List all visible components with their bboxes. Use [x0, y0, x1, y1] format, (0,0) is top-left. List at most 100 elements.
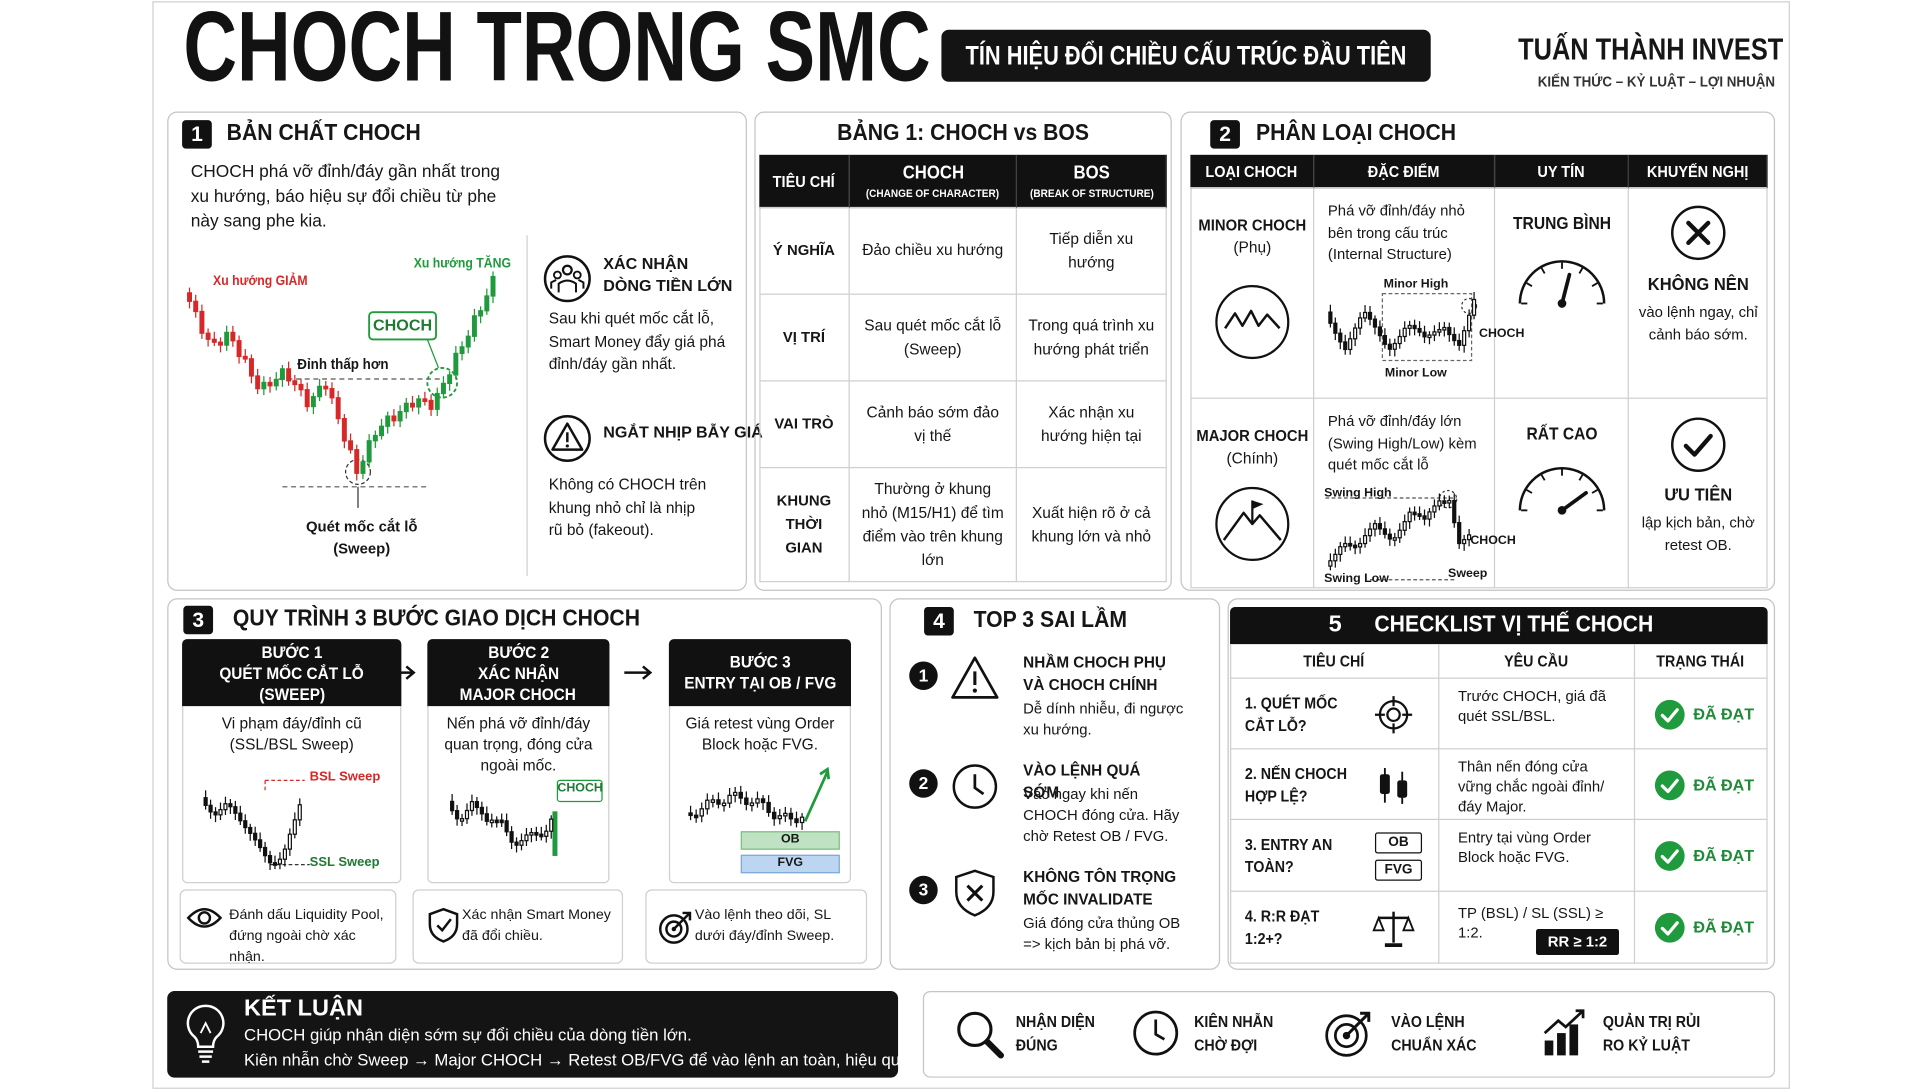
- gauge-medium: [1518, 260, 1606, 308]
- choch-type: MINOR CHOCH: [1198, 215, 1307, 235]
- table-cell: [1495, 398, 1629, 589]
- header-sub: (BREAK OF STRUCTURE): [1029, 187, 1154, 200]
- chart-label: Sweep: [1448, 567, 1488, 581]
- mistake-title: VÀO LỆNH QUÁ SỚM: [1023, 760, 1141, 802]
- step-title: QUÉT MỐC CẮT LỖ: [219, 663, 364, 682]
- zone-badge: OB: [1374, 832, 1423, 854]
- status-check: [1654, 769, 1685, 800]
- chart-label: Swing High: [1324, 486, 1392, 501]
- table-cell: Tiếp diễn xu hướng: [1016, 208, 1167, 295]
- main-title: CHOCH TRONG SMC: [183, 0, 931, 102]
- fvg-zone: [740, 854, 840, 874]
- ssl-label: SSL Sweep: [309, 854, 380, 870]
- advice-text: vào lệnh ngay, chỉ cảnh báo sớm.: [1638, 303, 1758, 344]
- status: ĐÃ ĐẠT: [1693, 846, 1755, 865]
- cell-text: Thường ở khung nhỏ (M15/H1) để tìm điểm …: [861, 480, 1004, 568]
- mistake-title: KHÔNG TÔN TRỌNG MỐC INVALIDATE: [1023, 867, 1177, 908]
- table-cell: VAI TRÒ: [759, 381, 850, 469]
- choch-type: MAJOR CHOCH: [1196, 426, 1309, 445]
- minor-chart: [1328, 292, 1478, 362]
- arrow: [624, 665, 653, 680]
- row-label: VỊ TRÍ: [782, 328, 825, 346]
- table-cell: [1635, 820, 1768, 892]
- rr-badge: RR ≥ 1:2: [1536, 929, 1619, 956]
- step-text: Nến phá vỡ đỉnh/đáy quan trọng, đóng cửa…: [444, 714, 593, 775]
- choch-type-sub: (Phụ): [1233, 239, 1272, 257]
- arrow: [387, 665, 416, 680]
- header-label: TIÊU CHÍ: [772, 171, 835, 191]
- table-cell: [1230, 749, 1440, 821]
- section-title: BẢN CHẤT CHOCH: [226, 120, 421, 147]
- requirement: TP (BSL) / SL (SSL) ≥ 1:2.: [1457, 904, 1604, 942]
- criterion-wrap: 3. ENTRY AN TOÀN?: [1245, 820, 1369, 892]
- chart-label: CHOCH: [1470, 533, 1516, 548]
- table-cell: Xác nhận xu hướng hiện tại: [1016, 381, 1167, 469]
- status: ĐÃ ĐẠT: [1693, 917, 1755, 937]
- table-header-cell: CHOCH (CHANGE OF CHARACTER): [849, 154, 1017, 209]
- section-number: 5: [1328, 611, 1342, 638]
- header-label: BOS: [1073, 162, 1110, 184]
- brand: TUẤN THÀNH INVEST: [1518, 32, 1784, 67]
- point-text: Không có CHOCH trên khung nhỏ chỉ là nhị…: [548, 475, 707, 539]
- table-cell: [1635, 678, 1768, 750]
- table-cell: KHUNG THỜI GIAN: [759, 468, 850, 583]
- cell-text: Sau quét mốc cắt lỗ (Sweep): [864, 316, 1002, 358]
- icon-yes: [1671, 417, 1726, 472]
- section-number: 2: [1210, 120, 1240, 149]
- note-box: [179, 889, 397, 964]
- icon-trap: [543, 414, 591, 463]
- header-label: ĐẶC ĐIỂM: [1368, 161, 1440, 181]
- status-check: [1654, 912, 1685, 943]
- table-cell: VỊ TRÍ: [759, 294, 850, 382]
- note-box: [645, 889, 868, 964]
- header-label: UY TÍN: [1537, 161, 1586, 181]
- step-title: BƯỚC 3: [729, 652, 791, 672]
- choch-label: CHOCH: [557, 781, 603, 796]
- table-header-cell: UY TÍN: [1495, 154, 1629, 189]
- criterion-icon: [1379, 767, 1408, 804]
- conclusion-title: KẾT LUẬN: [244, 995, 364, 1022]
- table-cell: [1230, 891, 1440, 964]
- fvg-label: FVG: [777, 855, 804, 870]
- label-uptrend: Xu hướng TĂNG: [413, 256, 512, 272]
- tagline: KIẾN THỨC – KỶ LUẬT – LỢI NHUẬN: [1537, 73, 1776, 91]
- table-cell: [1495, 188, 1629, 399]
- step-header: BƯỚC 3 ENTRY TẠI OB / FVG: [668, 639, 851, 707]
- requirement: Trước CHOCH, giá đã quét SSL/BSL.: [1457, 687, 1606, 725]
- criterion: 2. NẾN CHOCH HỢP LỆ?: [1244, 764, 1348, 805]
- checklist-header: 5 CHECKLIST VỊ THẾ CHOCH: [1230, 606, 1768, 645]
- header-label: KHUYẾN NGHỊ: [1646, 161, 1749, 181]
- table-cell: [1230, 820, 1440, 892]
- conclusion-line: CHOCH giúp nhận diện sớm sự đổi chiều củ…: [244, 1025, 692, 1045]
- table-header-cell: KHUYẾN NGHỊ: [1628, 154, 1768, 189]
- criterion-icon: [1374, 695, 1413, 733]
- step-note: Vào lệnh theo dõi, SL dưới đáy/đỉnh Swee…: [694, 907, 835, 944]
- feature-text: Phá vỡ đỉnh/đáy lớn (Swing High/Low) kèm…: [1327, 412, 1477, 474]
- table-header-cell: YÊU CẦU: [1439, 644, 1636, 679]
- table-cell: [1439, 749, 1636, 821]
- step-title: (SWEEP): [258, 684, 325, 703]
- criterion: 4. R:R ĐẠT 1:2+?: [1244, 907, 1320, 948]
- cell-text: Trong quá trình xu hướng phát triển: [1028, 316, 1155, 358]
- requirement: Thân nến đóng cửa vững chắc ngoài đỉnh/đ…: [1457, 758, 1605, 816]
- step-title: BƯỚC 1: [261, 642, 323, 661]
- advice-text: lập kịch bản, chờ retest OB.: [1641, 514, 1755, 554]
- table-cell: Trong quá trình xu hướng phát triển: [1016, 294, 1167, 382]
- icon-smart-money: [543, 255, 591, 303]
- ob-zone: [740, 831, 840, 850]
- item-number: 1: [909, 661, 938, 690]
- cell-text: Đảo chiều xu hướng: [862, 241, 1004, 259]
- subtitle: TÍN HIỆU ĐỔI CHIỀU CẤU TRÚC ĐẦU TIÊN: [965, 39, 1407, 71]
- footer-icon: [1543, 1009, 1585, 1056]
- criterion: 1. QUÉT MỐC CẮT LỖ?: [1244, 694, 1338, 734]
- table-cell: [1190, 188, 1315, 399]
- table-cell: [1439, 678, 1636, 750]
- table-header-cell: ĐẶC ĐIỂM: [1314, 154, 1496, 189]
- feature-text: Phá vỡ đỉnh/đáy nhỏ bên trong cấu trúc (…: [1327, 201, 1465, 263]
- status-check: [1654, 841, 1685, 871]
- icon-target: [658, 911, 692, 944]
- criterion-wrap: 2. NẾN CHOCH HỢP LỆ?: [1245, 749, 1369, 820]
- major-chart: [1325, 489, 1472, 581]
- description: CHOCH phá vỡ đỉnh/đáy gần nhất trong xu …: [190, 161, 501, 231]
